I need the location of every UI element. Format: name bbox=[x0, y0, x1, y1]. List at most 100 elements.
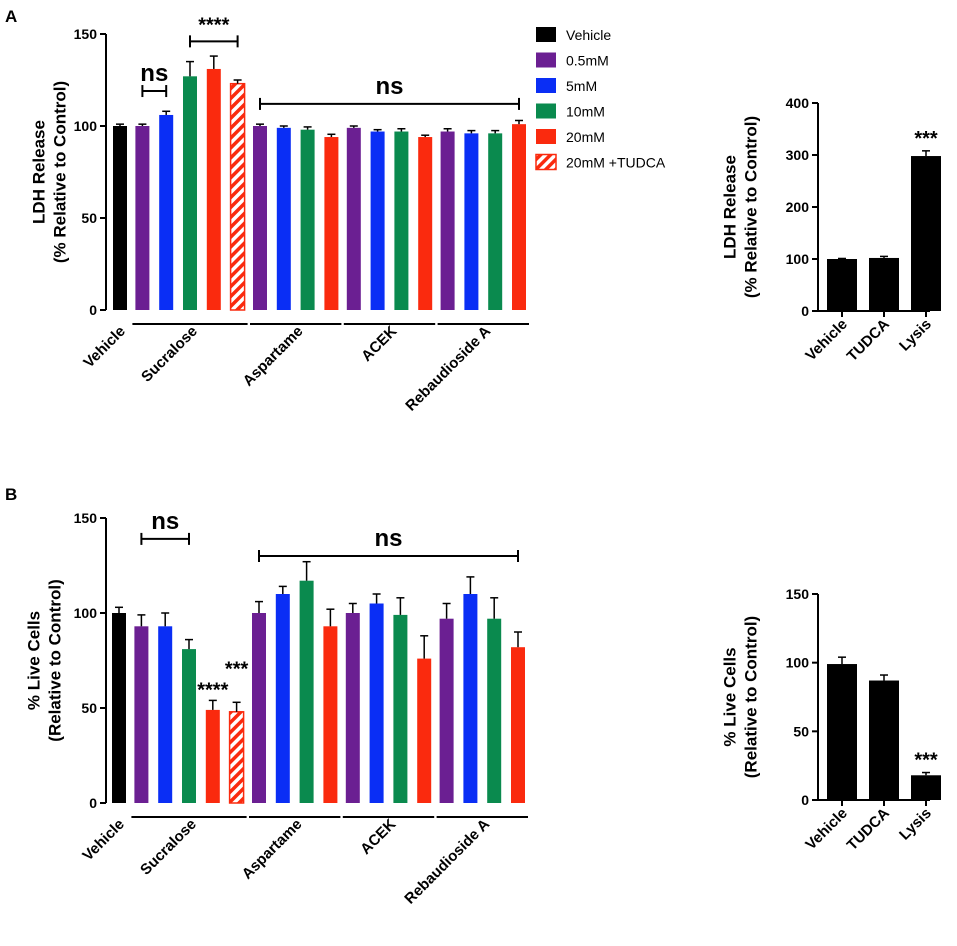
bar-acek-10mm bbox=[394, 131, 409, 310]
y-tick-label: 200 bbox=[786, 199, 810, 215]
significance-star-label: **** bbox=[197, 680, 228, 702]
y-axis-title: LDH Release (% Relative to Control) bbox=[29, 81, 69, 263]
bar-acek-0-5mm bbox=[346, 127, 361, 310]
chart-b-live-cells-sweeteners: % Live Cells (Relative to Control) 0 50 100 1… bbox=[24, 508, 528, 908]
bar-aspartame-20mm bbox=[323, 626, 338, 803]
y-axis-title-line1: % Live Cells bbox=[720, 647, 739, 746]
category-label-lysis: Lysis bbox=[896, 805, 935, 844]
y-axis-title-line1: LDH Release bbox=[720, 155, 739, 259]
category-label-tudca: TUDCA bbox=[844, 316, 893, 365]
bar-lysis bbox=[911, 775, 941, 800]
bar-rebaudioside-a-10mm bbox=[488, 133, 503, 310]
y-axis-title-line1: LDH Release bbox=[29, 120, 48, 224]
bar-sucralose-20mm-tudca bbox=[228, 711, 245, 804]
bar-acek-5mm bbox=[370, 131, 385, 310]
bar-aspartame-0-5mm bbox=[252, 613, 266, 803]
legend-swatch-vehicle bbox=[536, 27, 556, 42]
bar-acek-20mm bbox=[418, 137, 433, 310]
bar-acek-10mm bbox=[393, 614, 408, 803]
legend-label-20mm-tudca: 20mM +TUDCA bbox=[566, 155, 666, 171]
legend-label-10mm: 10mM bbox=[566, 104, 605, 120]
y-axis-title: LDH Release (% Relative to Control) bbox=[720, 116, 760, 298]
category-label-rebaudioside-a: Rebaudioside A bbox=[401, 816, 493, 908]
significance-ns-label: ns bbox=[375, 73, 403, 100]
bar-sucralose-10mm bbox=[183, 76, 197, 310]
significance-ns-label: ns bbox=[140, 60, 168, 87]
y-axis-title: % Live Cells (Relative to Control) bbox=[720, 616, 760, 778]
category-label-rebaudioside-a: Rebaudioside A bbox=[402, 323, 494, 415]
y-axis-title-line2: (% Relative to Control) bbox=[742, 116, 761, 298]
bar-tudca bbox=[869, 680, 899, 800]
legend-swatch-5mm bbox=[536, 78, 556, 93]
bar-acek-5mm bbox=[369, 603, 384, 803]
category-label-acek: ACEK bbox=[358, 323, 400, 365]
legend-label-0-5mm: 0.5mM bbox=[566, 53, 609, 69]
y-axis-title-line2: (Relative to Control) bbox=[46, 579, 65, 741]
category-label-vehicle: Vehicle bbox=[802, 316, 851, 365]
y-axis-title: % Live Cells (Relative to Control) bbox=[24, 579, 64, 741]
category-label-vehicle: Vehicle bbox=[79, 816, 128, 865]
bar-sucralose-20mm bbox=[206, 68, 221, 311]
bar-vehicle-vehicle bbox=[113, 126, 127, 310]
significance-star-label: *** bbox=[914, 750, 938, 772]
y-axis-title-line2: (Relative to Control) bbox=[742, 616, 761, 778]
legend-swatch-20mm-tudca bbox=[535, 153, 557, 171]
significance-star-label: **** bbox=[198, 14, 229, 36]
legend-label-5mm: 5mM bbox=[566, 78, 597, 94]
chart-a-ldh-sweeteners: LDH Release (% Relative to Control) 0 50 100… bbox=[29, 14, 529, 415]
y-tick-label: 100 bbox=[74, 118, 98, 134]
category-label-aspartame: Aspartame bbox=[239, 816, 306, 883]
y-tick-label: 50 bbox=[81, 210, 97, 226]
bar-sucralose-5mm bbox=[159, 114, 174, 311]
y-tick-label: 100 bbox=[786, 655, 810, 671]
y-tick-label: 400 bbox=[786, 95, 810, 111]
bar-aspartame-10mm bbox=[300, 129, 315, 310]
y-tick-label: 150 bbox=[786, 586, 810, 602]
bar-sucralose-20mm-tudca bbox=[229, 82, 246, 311]
y-tick-label: 0 bbox=[801, 303, 809, 319]
bar-rebaudioside-a-20mm bbox=[511, 647, 525, 803]
category-label-sucralose: Sucralose bbox=[138, 323, 201, 386]
panel-label-a: A bbox=[5, 7, 17, 26]
bar-vehicle bbox=[827, 259, 857, 311]
category-label-aspartame: Aspartame bbox=[240, 323, 307, 390]
category-label-acek: ACEK bbox=[357, 816, 399, 858]
y-tick-label: 50 bbox=[81, 700, 97, 716]
category-label-lysis: Lysis bbox=[896, 316, 935, 355]
y-tick-label: 100 bbox=[74, 605, 98, 621]
legend-swatch-0-5mm bbox=[536, 52, 556, 68]
legend-swatch-20mm bbox=[536, 129, 556, 144]
bar-sucralose-20mm bbox=[205, 709, 220, 803]
bar-sucralose-0-5mm bbox=[135, 126, 150, 310]
significance-star-label: *** bbox=[225, 659, 249, 681]
bar-aspartame-5mm bbox=[275, 594, 290, 803]
y-tick-label: 150 bbox=[74, 510, 98, 526]
panel-label-b: B bbox=[5, 485, 17, 504]
y-tick-label: 0 bbox=[89, 302, 97, 318]
category-label-tudca: TUDCA bbox=[844, 805, 893, 854]
bar-rebaudioside-a-0-5mm bbox=[439, 618, 454, 803]
bar-aspartame-5mm bbox=[276, 127, 291, 310]
y-tick-label: 50 bbox=[793, 723, 809, 739]
category-label-vehicle: Vehicle bbox=[802, 805, 851, 854]
bar-vehicle-vehicle bbox=[112, 613, 126, 803]
bar-rebaudioside-a-5mm bbox=[464, 133, 479, 310]
legend: Vehicle 0.5mM 5mM 10mM 20mM 20mM +TUDCA bbox=[535, 27, 666, 171]
y-axis-title-line1: % Live Cells bbox=[24, 611, 43, 710]
y-tick-label: 0 bbox=[89, 795, 97, 811]
bar-rebaudioside-a-20mm bbox=[512, 124, 526, 310]
bar-acek-0-5mm bbox=[345, 613, 360, 803]
significance-ns-label: ns bbox=[374, 525, 402, 552]
bar-acek-20mm bbox=[417, 658, 432, 803]
y-tick-label: 300 bbox=[786, 147, 810, 163]
chart-b-live-cells-controls: % Live Cells (Relative to Control) 0 50 100 1… bbox=[720, 586, 941, 854]
significance-star-label: *** bbox=[914, 128, 938, 150]
bar-aspartame-20mm bbox=[324, 137, 339, 310]
bar-aspartame-10mm bbox=[299, 580, 314, 803]
bar-rebaudioside-a-10mm bbox=[487, 618, 502, 803]
y-tick-label: 150 bbox=[74, 26, 98, 42]
y-tick-label: 100 bbox=[786, 251, 810, 267]
significance-ns-label: ns bbox=[151, 508, 179, 535]
bar-lysis bbox=[911, 156, 941, 311]
